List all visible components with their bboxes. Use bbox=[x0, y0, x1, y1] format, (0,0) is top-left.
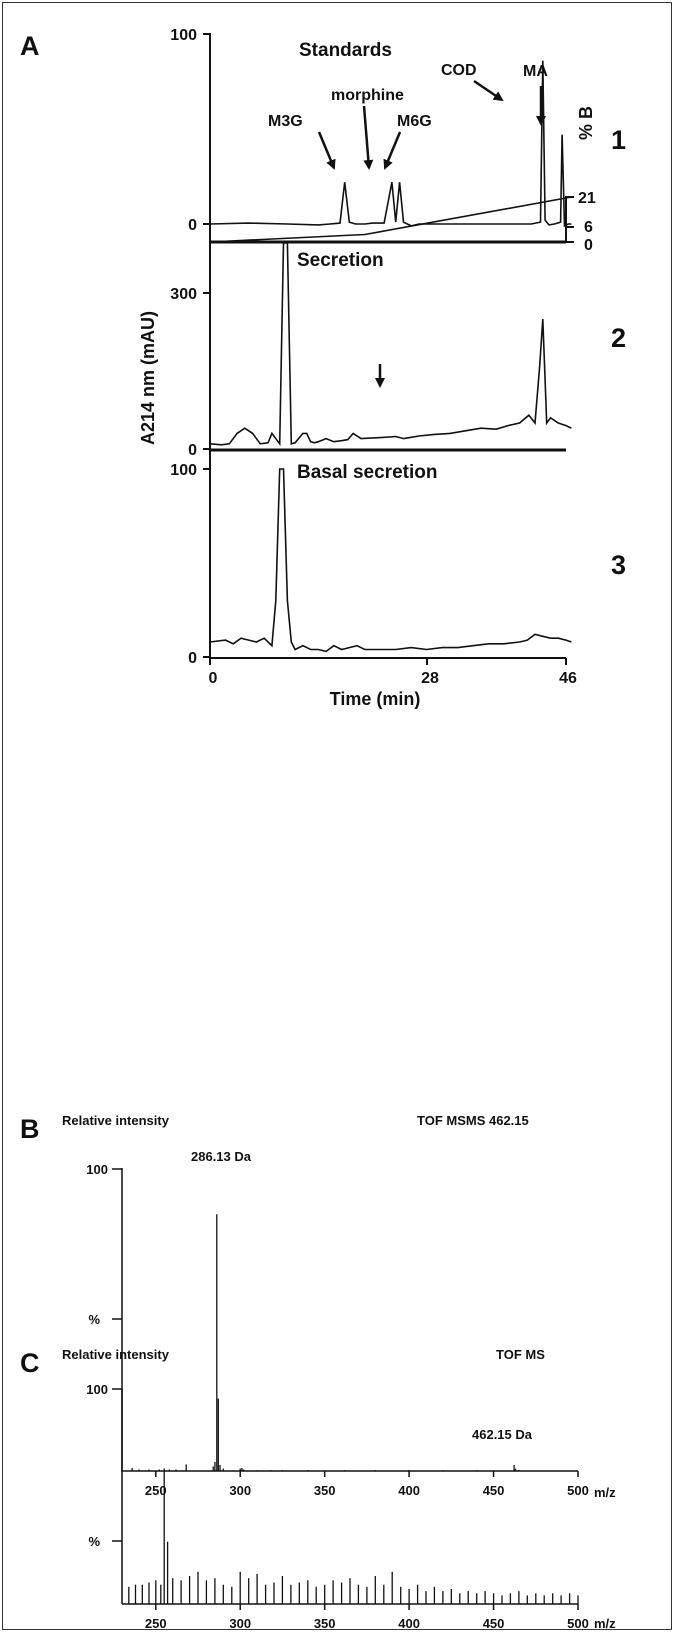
panel-b-xunit: m/z bbox=[594, 1485, 616, 1500]
subplot-2-ytick-label-top: 300 bbox=[170, 286, 197, 303]
panel-c-xtick-label: 400 bbox=[398, 1616, 420, 1631]
standards-trace bbox=[209, 60, 572, 228]
panel-b-xtick-label: 500 bbox=[567, 1483, 589, 1498]
subplot-2-ytick-label-zero: 0 bbox=[188, 442, 197, 459]
panel-c-xtick-label: 500 bbox=[567, 1616, 589, 1631]
panel-a-xtick-label-46: 46 bbox=[559, 670, 577, 687]
panel-b-peak-label-286: 286.13 Da bbox=[191, 1149, 252, 1164]
panel-a-xtick-label-28: 28 bbox=[421, 670, 439, 687]
panel-b-mode: TOF MSMS 462.15 bbox=[417, 1113, 529, 1128]
panel-a-letter: A bbox=[20, 31, 40, 61]
panel-b-xtick-label: 400 bbox=[398, 1483, 420, 1498]
panel-a-xtick-label-0: 0 bbox=[209, 670, 218, 687]
panel-b-ymid: % bbox=[88, 1312, 100, 1327]
annotation-ma: MA bbox=[523, 63, 548, 80]
annotation-m6g: M6G bbox=[397, 113, 432, 130]
panel-b-letter: B bbox=[20, 1114, 40, 1144]
panel-c-mode: TOF MS bbox=[496, 1347, 545, 1362]
annotation-morphine: morphine bbox=[331, 87, 404, 104]
arrow-m6g bbox=[383, 131, 402, 170]
subplot-3-title: Basal secretion bbox=[297, 462, 437, 483]
gradient-tick-label-21: 21 bbox=[578, 190, 596, 207]
basal-secretion-trace bbox=[209, 468, 572, 653]
arrow-morphine bbox=[362, 105, 374, 170]
subplot-2-title: Secretion bbox=[297, 250, 384, 271]
arrow-m3g bbox=[317, 131, 336, 170]
annotation-m3g: M3G bbox=[268, 113, 303, 130]
panel-c-xtick-label: 450 bbox=[483, 1616, 505, 1631]
panel-b-ytop: 100 bbox=[86, 1162, 108, 1177]
panel-b-xtick-label: 250 bbox=[145, 1483, 167, 1498]
subplot-3-number: 3 bbox=[611, 550, 626, 580]
panel-b-xtick-label: 450 bbox=[483, 1483, 505, 1498]
subplot-3-ytick-label-zero: 0 bbox=[188, 650, 197, 667]
gradient-tick-label-6: 6 bbox=[584, 219, 593, 236]
annotation-cod: COD bbox=[441, 62, 477, 79]
panel-c-xunit: m/z bbox=[594, 1616, 616, 1631]
panel-b-peak-label-462: 462.15 Da bbox=[472, 1427, 533, 1442]
arrow-cod bbox=[473, 79, 504, 102]
panel-c-letter: C bbox=[20, 1348, 40, 1378]
panel-a-right-axis-label: % B bbox=[576, 106, 596, 140]
subplot-1-title: Standards bbox=[299, 40, 392, 61]
panel-a-xlabel: Time (min) bbox=[330, 689, 421, 709]
panel-c-xtick-label: 350 bbox=[314, 1616, 336, 1631]
panel-c-xtick-label: 300 bbox=[229, 1616, 251, 1631]
subplot-1-ytick-label-zero: 0 bbox=[188, 217, 197, 234]
subplot-1-number: 1 bbox=[611, 125, 626, 155]
panel-c-xtick-label: 250 bbox=[145, 1616, 167, 1631]
panel-c-ymid: % bbox=[88, 1534, 100, 1549]
panel-c-ytop: 100 bbox=[86, 1382, 108, 1397]
secretion-trace bbox=[209, 242, 572, 447]
panel-b-xtick-label: 350 bbox=[314, 1483, 336, 1498]
gradient-line bbox=[209, 196, 572, 243]
subplot-2-number: 2 bbox=[611, 323, 626, 353]
panel-c-ylabel: Relative intensity bbox=[62, 1347, 170, 1362]
gradient-tick-label-0: 0 bbox=[584, 237, 593, 254]
subplot-1-ytick-label-top: 100 bbox=[170, 27, 197, 44]
panel-a-ylabel: A214 nm (mAU) bbox=[138, 311, 158, 445]
subplot-3-ytick-label-top: 100 bbox=[170, 462, 197, 479]
panel-b-ylabel: Relative intensity bbox=[62, 1113, 170, 1128]
panel-b-xtick-label: 300 bbox=[229, 1483, 251, 1498]
